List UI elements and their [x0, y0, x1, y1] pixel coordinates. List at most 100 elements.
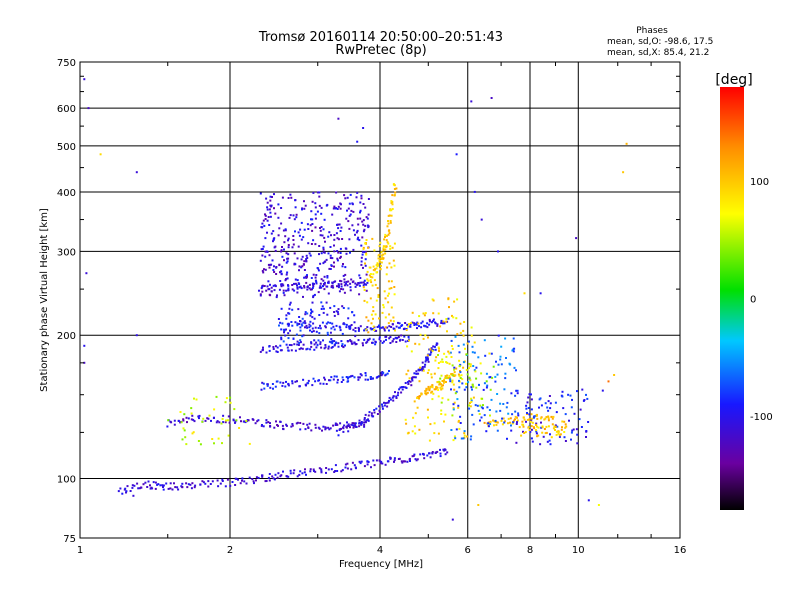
data-point [422, 337, 425, 340]
data-point [400, 325, 403, 327]
data-point [470, 100, 473, 103]
data-point [411, 455, 414, 458]
data-point [400, 386, 403, 389]
data-point [378, 405, 381, 408]
chart-title: Tromsø 20160114 20:50:00–20:51:43 [258, 30, 503, 45]
data-point [311, 288, 313, 291]
data-point [348, 227, 351, 230]
data-point [361, 342, 364, 345]
data-point [597, 504, 600, 506]
data-point [490, 97, 493, 99]
data-point [431, 390, 434, 393]
data-point [572, 428, 575, 431]
data-point [366, 281, 369, 284]
data-point [479, 404, 482, 407]
data-point [392, 259, 395, 262]
data-point [559, 433, 562, 436]
data-point [408, 377, 411, 380]
data-point [272, 387, 274, 390]
data-point [469, 402, 471, 404]
data-point [385, 273, 388, 276]
data-point [237, 478, 239, 481]
data-point [454, 392, 457, 395]
data-point [389, 245, 392, 248]
data-point [243, 480, 246, 483]
data-point [335, 341, 338, 344]
data-point [244, 421, 247, 424]
data-point [433, 372, 436, 375]
data-point [290, 425, 293, 428]
data-point [438, 380, 441, 383]
data-point [428, 348, 431, 351]
data-point [280, 349, 283, 352]
data-point [257, 419, 260, 422]
data-point [393, 188, 396, 190]
data-point [311, 301, 314, 304]
data-point [288, 312, 291, 315]
data-point [296, 279, 299, 282]
data-point [395, 395, 398, 398]
data-point [352, 426, 355, 429]
data-point [284, 385, 287, 388]
data-point [287, 384, 290, 387]
data-point [339, 279, 341, 282]
data-point [444, 448, 447, 451]
data-point [428, 320, 431, 323]
data-point [329, 331, 332, 334]
data-point [314, 426, 317, 429]
data-point [374, 340, 377, 343]
data-point [390, 200, 393, 203]
data-point [432, 345, 435, 348]
data-point [521, 420, 524, 423]
data-point [379, 257, 382, 260]
data-point [259, 294, 262, 297]
data-point [494, 380, 497, 383]
data-point [271, 196, 273, 198]
data-point [298, 269, 300, 272]
data-point [312, 294, 315, 297]
data-point [306, 312, 309, 315]
data-point [535, 430, 538, 433]
data-point [367, 225, 370, 228]
data-point [541, 431, 544, 434]
data-point [269, 215, 272, 218]
data-point [329, 257, 332, 259]
data-point [291, 423, 294, 425]
data-point [562, 407, 565, 410]
data-point [289, 214, 292, 217]
data-point [337, 434, 340, 437]
data-point [216, 420, 219, 423]
data-point [335, 232, 338, 235]
data-point [259, 350, 262, 353]
data-point [312, 191, 315, 194]
data-point [380, 254, 383, 257]
data-point [262, 348, 264, 351]
data-point [132, 494, 135, 497]
data-point [320, 308, 323, 310]
data-point [493, 424, 495, 427]
data-point [285, 273, 288, 276]
data-point [420, 393, 423, 396]
data-point [229, 401, 232, 404]
data-point [327, 321, 330, 324]
data-point [436, 386, 439, 389]
data-point [625, 142, 628, 145]
data-point [187, 417, 190, 420]
data-point [391, 396, 394, 399]
data-point [324, 428, 327, 431]
data-point [371, 415, 374, 418]
data-point [372, 273, 375, 276]
data-point [151, 487, 154, 490]
data-point [445, 318, 448, 320]
data-point [472, 423, 475, 426]
data-point [390, 266, 393, 269]
data-point [353, 376, 356, 379]
data-point [357, 339, 360, 342]
data-point [365, 273, 368, 276]
data-point [459, 322, 462, 325]
data-point [298, 342, 301, 344]
data-point [287, 332, 290, 335]
data-point [352, 280, 355, 283]
data-point [323, 236, 326, 239]
data-point [287, 237, 290, 240]
